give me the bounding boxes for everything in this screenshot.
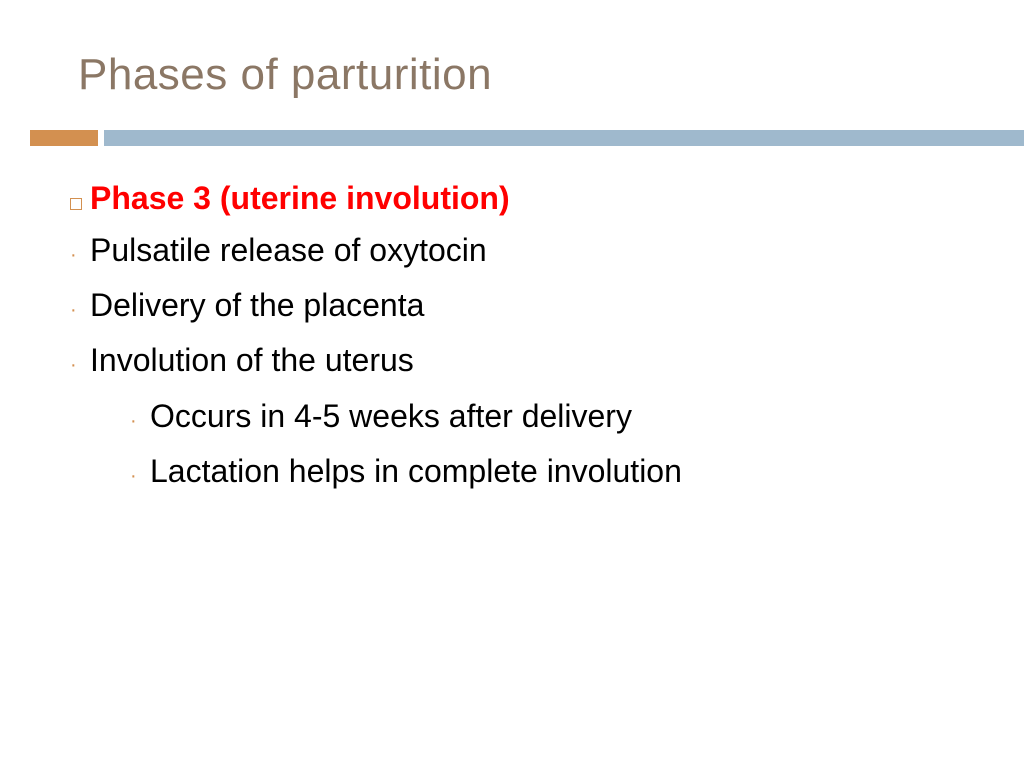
sub-bullet-text: Lactation helps in complete involution <box>150 450 682 493</box>
dot-bullet-icon: · <box>70 355 90 375</box>
divider-accent <box>30 130 98 146</box>
dot-bullet-icon: · <box>70 300 90 320</box>
dot-bullet-icon: · <box>130 411 150 431</box>
bullet-text: Delivery of the placenta <box>90 284 424 327</box>
dot-bullet-icon: · <box>70 245 90 265</box>
sub-bullet-row: · Occurs in 4-5 weeks after delivery <box>130 395 984 438</box>
bullet-row: · Involution of the uterus <box>70 339 984 382</box>
square-bullet-icon <box>70 196 90 214</box>
bullet-text: Pulsatile release of oxytocin <box>90 229 487 272</box>
heading-row: Phase 3 (uterine involution) <box>70 180 984 217</box>
divider-bar <box>30 130 1024 146</box>
bullet-row: · Delivery of the placenta <box>70 284 984 327</box>
divider-main <box>104 130 1024 146</box>
dot-bullet-icon: · <box>130 466 150 486</box>
sub-bullet-text: Occurs in 4-5 weeks after delivery <box>150 395 632 438</box>
slide: Phases of parturition Phase 3 (uterine i… <box>0 0 1024 768</box>
sub-bullet-row: · Lactation helps in complete involution <box>130 450 984 493</box>
bullet-text: Involution of the uterus <box>90 339 414 382</box>
bullet-row: · Pulsatile release of oxytocin <box>70 229 984 272</box>
slide-title: Phases of parturition <box>78 50 492 100</box>
phase-heading: Phase 3 (uterine involution) <box>90 180 510 217</box>
content-area: Phase 3 (uterine involution) · Pulsatile… <box>70 180 984 505</box>
